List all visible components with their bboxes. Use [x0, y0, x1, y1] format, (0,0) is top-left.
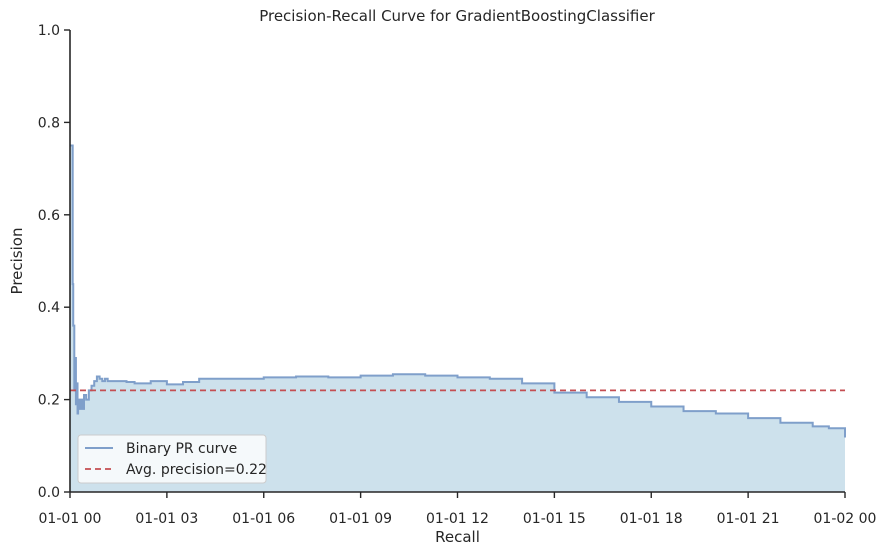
legend-label-pr: Binary PR curve: [126, 441, 237, 457]
y-tick-label: 0.0: [38, 485, 60, 501]
x-tick-label: 01-01 00: [39, 511, 102, 527]
x-tick-label: 01-02 00: [814, 511, 877, 527]
y-axis-label: Precision: [8, 228, 26, 295]
legend-label-avg: Avg. precision=0.22: [126, 462, 267, 478]
x-tick-label: 01-01 15: [523, 511, 586, 527]
y-tick-label: 0.6: [38, 208, 60, 224]
y-tick-label: 0.4: [38, 300, 60, 316]
x-tick-label: 01-01 06: [232, 511, 295, 527]
x-tick-label: 01-01 18: [620, 511, 683, 527]
y-tick-label: 1.0: [38, 23, 60, 39]
chart-title: Precision-Recall Curve for GradientBoost…: [259, 7, 655, 25]
x-tick-label: 01-01 21: [717, 511, 780, 527]
pr-curve-line: [70, 144, 846, 438]
x-tick-label: 01-01 03: [135, 511, 198, 527]
y-tick-label: 0.8: [38, 115, 60, 131]
x-axis-label: Recall: [435, 528, 480, 546]
ticks-layer: 0.0 0.2 0.4 0.6 0.8 1.0 01-01 00 01-01 03 01-01 …: [38, 23, 877, 527]
x-tick-label: 01-01 12: [426, 511, 489, 527]
series-layer: [70, 144, 846, 438]
y-tick-label: 0.2: [38, 393, 60, 409]
x-tick-label: 01-01 09: [329, 511, 392, 527]
legend: Binary PR curve Avg. precision=0.22: [77, 434, 267, 484]
legend-box: [77, 434, 267, 484]
